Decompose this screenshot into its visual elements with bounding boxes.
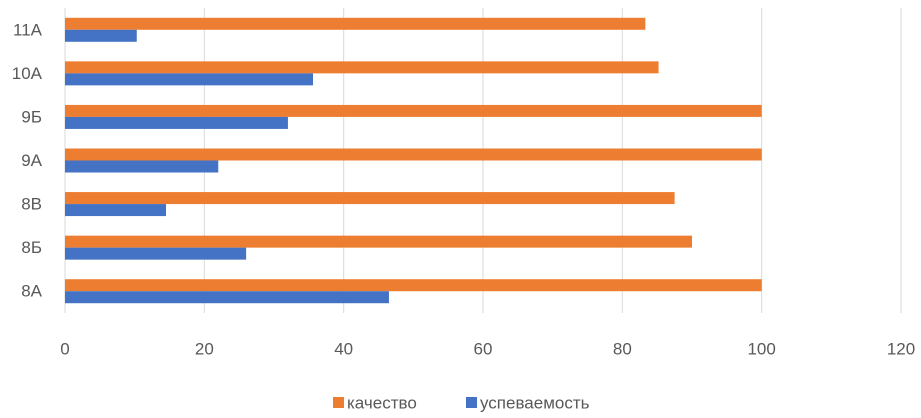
- x-tick-label: 60: [474, 339, 493, 358]
- bar: [65, 247, 247, 260]
- bar: [65, 61, 659, 74]
- bar: [65, 204, 167, 217]
- bar: [65, 116, 288, 129]
- legend-swatch: [466, 397, 477, 408]
- x-tick-label: 100: [747, 339, 775, 358]
- y-tick-label: 8Б: [21, 238, 42, 257]
- bar: [65, 160, 219, 173]
- y-tick-label: 9Б: [21, 107, 42, 126]
- y-tick-label: 8В: [21, 195, 42, 214]
- y-tick-label: 8А: [21, 282, 42, 301]
- x-tick-label: 120: [887, 339, 915, 358]
- y-tick-label: 10А: [12, 64, 43, 83]
- x-tick-label: 80: [613, 339, 632, 358]
- bar: [65, 17, 646, 30]
- bar: [65, 29, 137, 42]
- bar: [65, 192, 675, 205]
- bar: [65, 235, 692, 248]
- legend-label: качество: [347, 393, 417, 412]
- x-tick-label: 0: [60, 339, 69, 358]
- bar: [65, 148, 762, 161]
- bar: [65, 104, 762, 117]
- legend-label: успеваемость: [480, 393, 590, 412]
- x-tick-label: 20: [195, 339, 214, 358]
- y-tick-label: 11А: [13, 20, 43, 39]
- x-tick-label: 40: [334, 339, 353, 358]
- legend-swatch: [333, 397, 344, 408]
- bar: [65, 73, 314, 86]
- y-tick-label: 9А: [21, 151, 42, 170]
- bar: [65, 279, 762, 292]
- bar: [65, 291, 389, 304]
